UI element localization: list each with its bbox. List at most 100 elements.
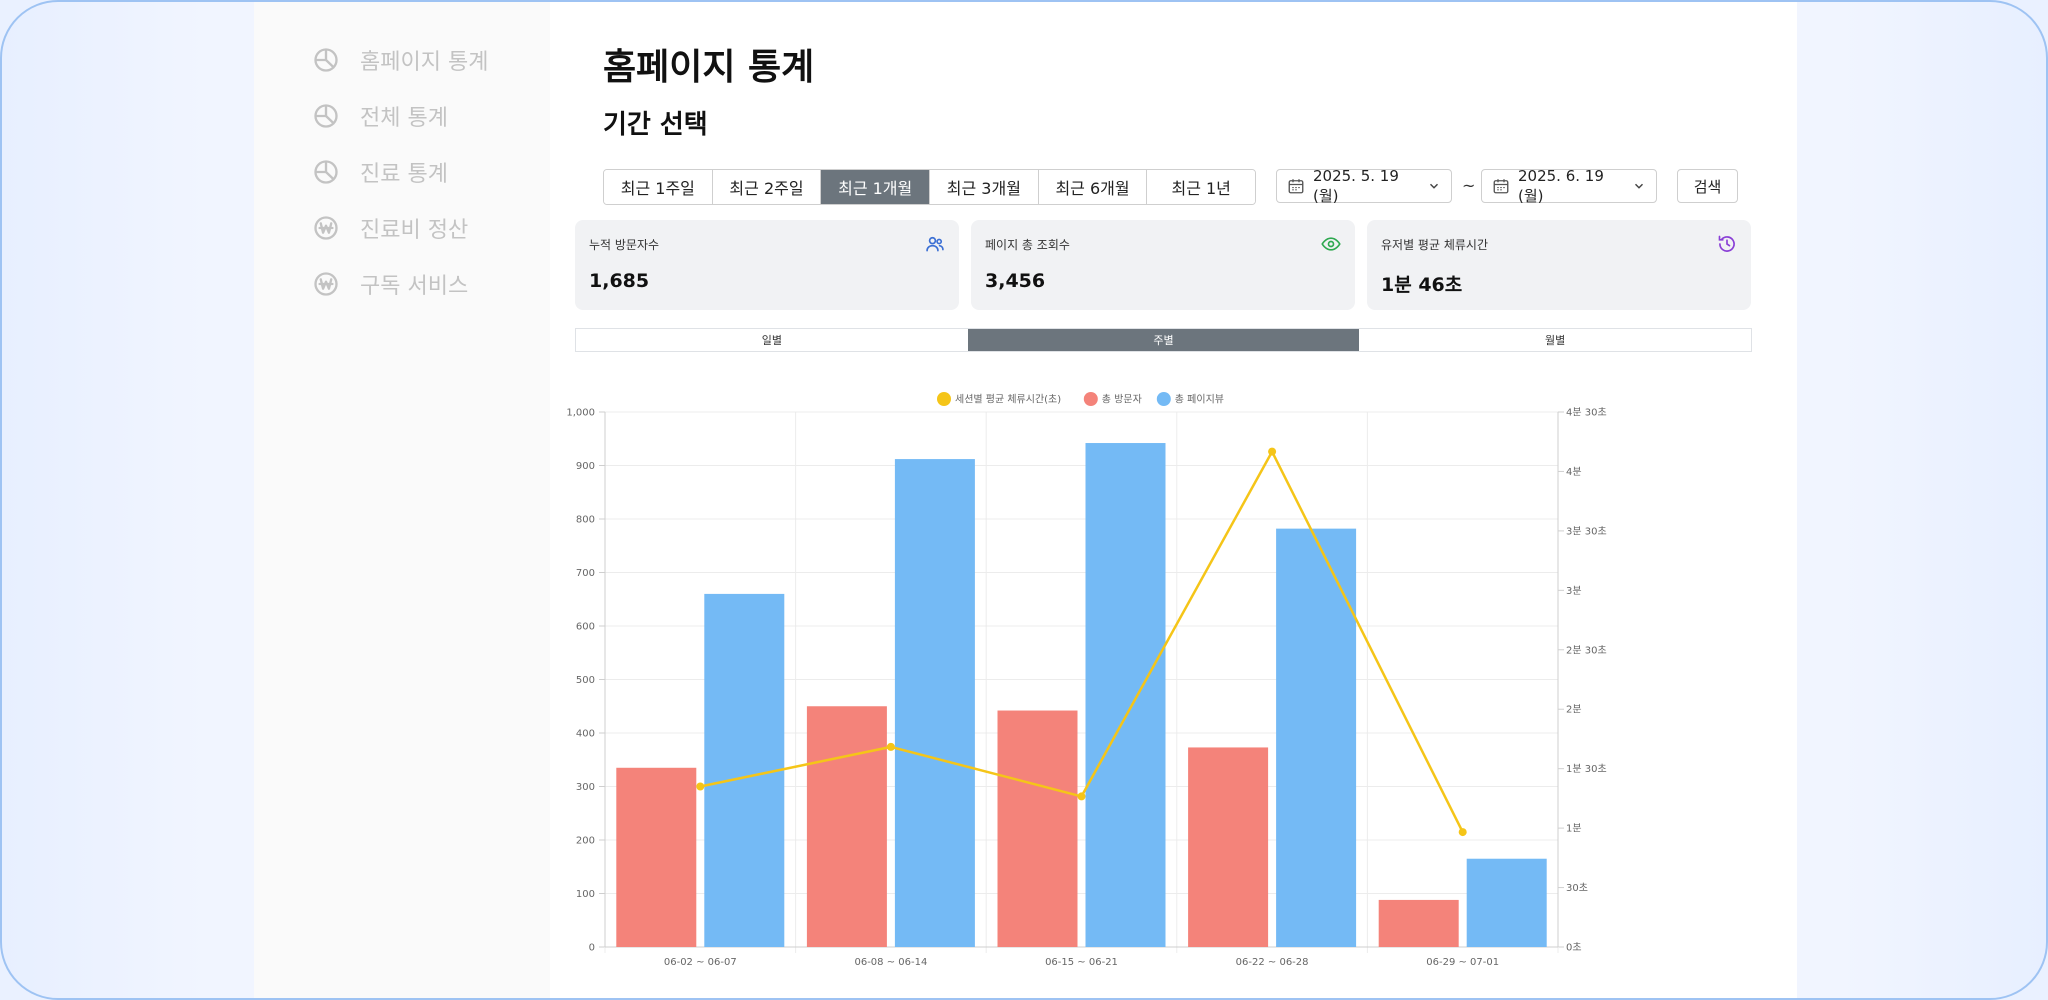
y-left-tick-label: 400	[576, 729, 595, 740]
range-3-months-button[interactable]: 최근 3개월	[930, 170, 1039, 204]
stat-label: 페이지 총 조회수	[985, 238, 1070, 252]
period-tabs: 일별 주별 월별	[575, 328, 1752, 352]
chevron-down-icon	[1632, 179, 1646, 193]
point-session-time	[886, 742, 895, 751]
x-tick-label: 06-02 ~ 06-07	[664, 957, 737, 968]
y-left-tick-label: 0	[589, 943, 595, 954]
page-title: 홈페이지 통계	[603, 47, 815, 88]
tab-daily[interactable]: 일별	[576, 329, 968, 351]
y-left-tick-label: 600	[576, 622, 595, 633]
stat-card-avg-session: 유저별 평균 체류시간 1분 46초	[1367, 220, 1751, 310]
stat-card-visitors: 누적 방문자수 1,685	[575, 220, 959, 310]
sidebar-item-label: 진료 통계	[360, 162, 448, 187]
sidebar-item-treatment-stats[interactable]: 진료 통계	[288, 146, 518, 198]
y-right-tick-label: 0초	[1566, 942, 1582, 954]
x-tick-label: 06-22 ~ 06-28	[1236, 957, 1309, 968]
y-right-tick-label: 1분 30초	[1566, 763, 1607, 775]
y-right-tick-label: 4분	[1566, 466, 1582, 478]
tab-weekly[interactable]: 주별	[967, 329, 1360, 351]
history-icon	[1717, 234, 1737, 254]
legend-label: 총 방문자	[1102, 394, 1142, 406]
stat-label: 유저별 평균 체류시간	[1381, 238, 1488, 252]
stat-card-pageviews: 페이지 총 조회수 3,456	[971, 220, 1355, 310]
pie-chart-icon	[312, 102, 340, 130]
y-right-tick-label: 30초	[1566, 882, 1588, 894]
date-separator: ~	[1462, 176, 1476, 195]
legend-label: 세션별 평균 체류시간(초)	[955, 394, 1061, 406]
chevron-down-icon	[1427, 179, 1441, 193]
sidebar: 홈페이지 통계 전체 통계 진료 통계 진료비 정산	[254, 2, 550, 998]
y-left-tick-label: 900	[576, 461, 595, 472]
sidebar-item-label: 홈페이지 통계	[360, 50, 489, 75]
y-left-tick-label: 1,000	[566, 408, 595, 419]
point-session-time	[696, 782, 705, 791]
sidebar-item-label: 진료비 정산	[360, 218, 469, 243]
tab-monthly[interactable]: 월별	[1359, 329, 1752, 351]
sidebar-item-label: 전체 통계	[360, 106, 448, 131]
end-date-picker[interactable]: 2025. 6. 19 (월)	[1481, 166, 1657, 205]
y-right-tick-label: 3분	[1566, 585, 1582, 597]
pie-chart-icon	[312, 158, 340, 186]
bar-pageviews	[1466, 858, 1547, 947]
sidebar-item-subscription[interactable]: 구독 서비스	[288, 258, 518, 310]
y-left-tick-label: 800	[576, 515, 595, 526]
search-button[interactable]: 검색	[1677, 169, 1738, 203]
range-2-weeks-button[interactable]: 최근 2주일	[712, 170, 822, 204]
y-left-tick-label: 500	[576, 675, 595, 686]
range-1-month-button[interactable]: 최근 1개월	[821, 170, 931, 204]
bar-pageviews	[704, 593, 785, 947]
stat-value: 1,685	[589, 270, 650, 292]
x-tick-label: 06-29 ~ 07-01	[1426, 957, 1499, 968]
weekly-stats-chart: 0 100 200 300 400 500 600 700 800 900 1,000 0초 30초 1분…	[566, 392, 1607, 968]
bar-pageviews	[1085, 443, 1166, 947]
range-button-group: 최근 1주일 최근 2주일 최근 1개월 최근 3개월 최근 6개월 최근 1년	[603, 169, 1256, 205]
x-tick-label: 06-15 ~ 06-21	[1045, 957, 1118, 968]
bar-visitors	[1188, 747, 1269, 947]
x-tick-label: 06-08 ~ 06-14	[854, 957, 927, 968]
app-window: 홈페이지 통계 전체 통계 진료 통계 진료비 정산	[254, 2, 1797, 998]
legend-label: 총 페이지뷰	[1175, 394, 1224, 406]
users-icon	[925, 234, 945, 254]
start-date-picker[interactable]: 2025. 5. 19 (월)	[1276, 166, 1452, 205]
bar-visitors	[616, 767, 697, 947]
stat-value: 1분 46초	[1381, 274, 1463, 296]
section-title: 기간 선택	[603, 110, 708, 140]
bar-pageviews	[1276, 528, 1357, 947]
eye-icon	[1321, 234, 1341, 254]
sidebar-item-homepage-stats[interactable]: 홈페이지 통계	[288, 34, 518, 86]
y-left-tick-label: 200	[576, 836, 595, 847]
sidebar-item-overall-stats[interactable]: 전체 통계	[288, 90, 518, 142]
calendar-icon	[1287, 177, 1305, 195]
bar-visitors	[997, 710, 1078, 947]
won-coin-icon	[312, 214, 340, 242]
sidebar-item-label: 구독 서비스	[360, 274, 469, 299]
bar-visitors	[806, 706, 887, 947]
stat-label: 누적 방문자수	[589, 238, 660, 252]
legend-marker	[937, 392, 951, 406]
point-session-time	[1268, 447, 1277, 456]
y-right-tick-label: 2분 30초	[1566, 644, 1607, 656]
y-right-tick-label: 1분	[1566, 823, 1582, 835]
point-session-time	[1077, 792, 1086, 801]
main-content: 홈페이지 통계 기간 선택 최근 1주일 최근 2주일 최근 1개월 최근 3개…	[550, 2, 1797, 998]
calendar-icon	[1492, 177, 1510, 195]
won-coin-icon	[312, 270, 340, 298]
y-left-tick-label: 700	[576, 568, 595, 579]
y-right-tick-label: 3분 30초	[1566, 525, 1607, 537]
point-session-time	[1458, 828, 1467, 837]
legend-marker	[1083, 392, 1098, 406]
range-1-week-button[interactable]: 최근 1주일	[604, 170, 713, 204]
y-right-tick-label: 2분	[1566, 704, 1582, 716]
bar-visitors	[1378, 899, 1459, 947]
pie-chart-icon	[312, 46, 340, 74]
y-left-tick-label: 300	[576, 782, 595, 793]
end-date-value: 2025. 6. 19 (월)	[1518, 166, 1604, 205]
sidebar-item-billing[interactable]: 진료비 정산	[288, 202, 518, 254]
stat-value: 3,456	[985, 270, 1046, 292]
range-1-year-button[interactable]: 최근 1년	[1147, 170, 1255, 204]
range-6-months-button[interactable]: 최근 6개월	[1038, 170, 1148, 204]
bar-pageviews	[894, 459, 975, 947]
legend-marker	[1156, 392, 1171, 406]
start-date-value: 2025. 5. 19 (월)	[1313, 166, 1399, 205]
